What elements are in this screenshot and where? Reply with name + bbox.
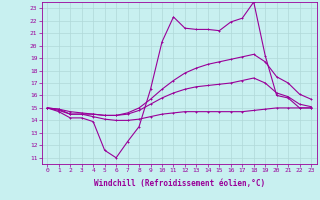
X-axis label: Windchill (Refroidissement éolien,°C): Windchill (Refroidissement éolien,°C) [94,179,265,188]
